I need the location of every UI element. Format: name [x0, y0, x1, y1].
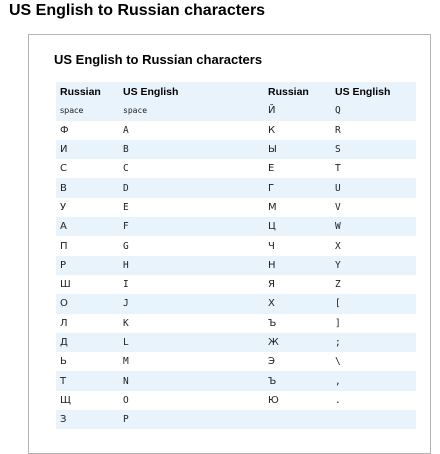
- english-cell: R: [331, 120, 416, 140]
- english-cell: M: [119, 352, 264, 372]
- russian-cell: П: [56, 236, 119, 256]
- english-cell: N: [119, 371, 264, 391]
- russian-cell: Й: [264, 101, 331, 121]
- english-cell: G: [119, 236, 264, 256]
- english-cell: space: [119, 101, 264, 121]
- russian-cell: А: [56, 217, 119, 237]
- russian-cell: С: [56, 159, 119, 179]
- russian-cell: Ъ: [264, 371, 331, 391]
- russian-cell: И: [56, 139, 119, 160]
- russian-cell: Л: [56, 313, 119, 333]
- russian-cell: З: [56, 410, 119, 430]
- english-cell: P: [119, 410, 264, 430]
- header-russian-2: Russian: [264, 82, 331, 102]
- russian-cell: У: [56, 197, 119, 218]
- english-cell: D: [119, 178, 264, 198]
- english-cell: O: [119, 390, 264, 411]
- english-cell: S: [331, 139, 416, 160]
- russian-cell: Ъ: [264, 313, 331, 333]
- english-cell: [: [331, 294, 416, 314]
- english-cell: I: [119, 274, 264, 295]
- russian-cell: Я: [264, 274, 331, 295]
- russian-cell: Ц: [264, 217, 331, 237]
- russian-cell: Т: [56, 371, 119, 391]
- header-us-english-2: US English: [331, 82, 416, 102]
- character-table: Russian US English Russian US English sp…: [56, 82, 416, 430]
- russian-cell: М: [264, 197, 331, 218]
- russian-cell: Ж: [264, 332, 331, 353]
- english-cell: \: [331, 352, 416, 372]
- table-row: Л K Ъ]: [56, 313, 416, 333]
- english-cell: B: [119, 139, 264, 160]
- english-cell: [331, 410, 416, 430]
- english-cell: Y: [331, 255, 416, 275]
- english-cell: H: [119, 255, 264, 275]
- english-cell: X: [331, 236, 416, 256]
- russian-cell: [264, 410, 331, 430]
- english-cell: ,: [331, 371, 416, 391]
- english-cell: .: [331, 390, 416, 411]
- english-cell: U: [331, 178, 416, 198]
- russian-cell: Ш: [56, 274, 119, 295]
- header-us-english-1: US English: [119, 82, 264, 102]
- table-body: space space Й Q Ф A К R И B Ы S С C Е T В D Г U У E М V А F Ц W П G Ч X…: [56, 101, 416, 430]
- header-russian-1: Russian: [56, 82, 119, 102]
- table-row: Д L Ж;: [56, 332, 416, 353]
- english-cell: W: [331, 217, 416, 237]
- english-cell: C: [119, 159, 264, 179]
- russian-cell: В: [56, 178, 119, 198]
- russian-cell: Н: [264, 255, 331, 275]
- russian-cell: Х: [264, 294, 331, 314]
- russian-cell: Ы: [264, 139, 331, 160]
- russian-cell: К: [264, 120, 331, 140]
- russian-cell: Ф: [56, 120, 119, 140]
- english-cell: J: [119, 294, 264, 314]
- russian-cell: О: [56, 294, 119, 314]
- english-cell: Q: [331, 101, 416, 121]
- russian-cell: Р: [56, 255, 119, 275]
- table-row: space space Й Q: [56, 101, 416, 121]
- page-title: US English to Russian characters: [9, 2, 266, 19]
- english-cell: A: [119, 120, 264, 140]
- english-cell: T: [331, 159, 416, 179]
- russian-cell: Е: [264, 159, 331, 179]
- russian-cell: Г: [264, 178, 331, 198]
- russian-cell: Д: [56, 332, 119, 353]
- english-cell: ;: [331, 332, 416, 353]
- russian-cell: Щ: [56, 390, 119, 411]
- english-cell: K: [119, 313, 264, 333]
- table-header-row: Russian US English Russian US English: [56, 82, 416, 102]
- english-cell: Z: [331, 274, 416, 295]
- russian-cell: Ю: [264, 390, 331, 411]
- character-map-card: US English to Russian characters Russian…: [28, 34, 431, 454]
- table-row: О J Х[: [56, 294, 416, 314]
- table-row: Ь M Э \: [56, 352, 416, 372]
- english-cell: E: [119, 197, 264, 218]
- russian-cell: Э: [264, 352, 331, 372]
- russian-cell: space: [56, 101, 119, 121]
- russian-cell: Ч: [264, 236, 331, 256]
- card-title: US English to Russian characters: [54, 52, 263, 67]
- russian-cell: Ь: [56, 352, 119, 372]
- english-cell: F: [119, 217, 264, 237]
- english-cell: L: [119, 332, 264, 353]
- english-cell: ]: [331, 313, 416, 333]
- english-cell: V: [331, 197, 416, 218]
